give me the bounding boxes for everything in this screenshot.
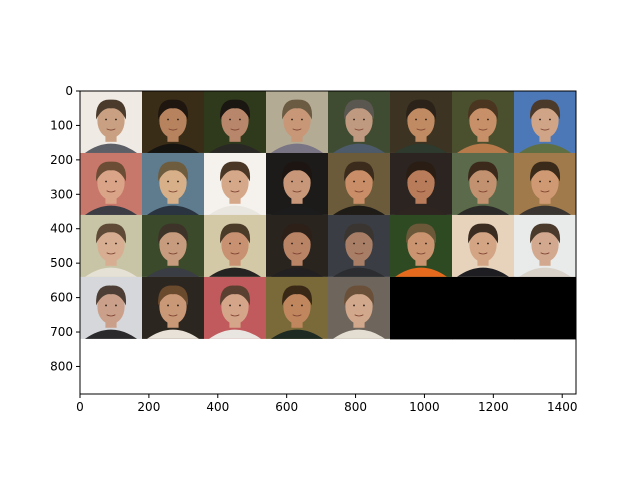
empty-tile — [452, 276, 515, 340]
x-tick-label: 400 — [206, 400, 229, 414]
face-tile — [452, 214, 514, 277]
x-tick-label: 1400 — [547, 400, 578, 414]
face-tile — [266, 276, 328, 339]
face-tile — [390, 214, 452, 277]
image-tiles — [80, 91, 576, 339]
x-tick-label: 0 — [76, 400, 84, 414]
face-tile — [80, 91, 142, 153]
face-tile — [390, 91, 452, 153]
face-tile — [514, 214, 576, 277]
face-tile — [452, 152, 514, 215]
y-tick-label: 100 — [50, 118, 73, 132]
face-tile — [142, 152, 204, 215]
x-tick-label: 800 — [344, 400, 367, 414]
y-tick-label: 400 — [50, 222, 73, 236]
face-tile — [514, 91, 576, 153]
face-tile — [266, 91, 328, 153]
face-tile — [142, 91, 204, 153]
face-tile — [204, 91, 266, 153]
face-tile — [266, 214, 328, 277]
x-tick-label: 1200 — [478, 400, 509, 414]
face-tile — [328, 214, 390, 277]
face-tile — [80, 152, 142, 215]
y-tick-label: 200 — [50, 153, 73, 167]
face-tile — [266, 152, 328, 215]
face-tile — [328, 91, 390, 153]
face-tile — [204, 214, 266, 277]
face-tile — [80, 214, 142, 277]
axes-frame — [79, 90, 577, 395]
empty-tile — [390, 276, 453, 340]
y-axis: 0 100 200 300 400 500 600 700 800 — [50, 84, 80, 373]
x-tick-label: 1000 — [409, 400, 440, 414]
y-tick-label: 0 — [65, 84, 73, 98]
y-tick-label: 300 — [50, 187, 73, 201]
x-axis: 0 200 400 600 800 1000 1200 1400 — [76, 394, 577, 414]
x-tick-label: 200 — [137, 400, 160, 414]
face-tile — [204, 152, 266, 215]
face-tile — [142, 214, 204, 277]
y-tick-label: 700 — [50, 325, 73, 339]
y-tick-label: 600 — [50, 291, 73, 305]
face-tile — [328, 276, 390, 339]
face-tile — [80, 276, 142, 339]
x-tick-label: 600 — [275, 400, 298, 414]
empty-region — [390, 276, 577, 340]
face-tile — [142, 276, 204, 339]
face-tile — [204, 276, 266, 339]
face-tile — [514, 152, 576, 215]
face-tile — [390, 152, 452, 215]
y-tick-label: 500 — [50, 256, 73, 270]
face-tile — [452, 91, 514, 153]
face-tile — [328, 152, 390, 215]
y-tick-label: 800 — [50, 359, 73, 373]
empty-tile — [514, 276, 577, 340]
